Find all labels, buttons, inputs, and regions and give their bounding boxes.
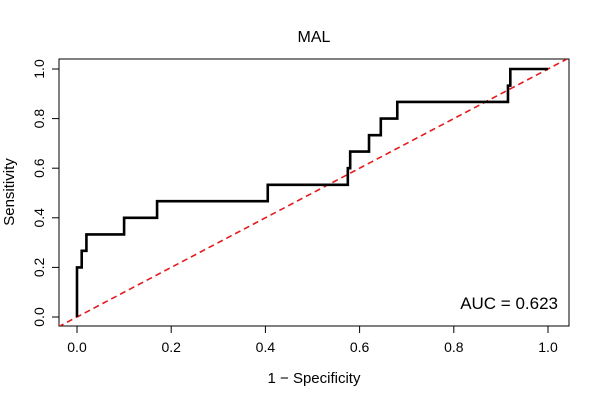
auc-annotation: AUC = 0.623 [460, 294, 558, 313]
y-tick-label: 0.2 [31, 257, 47, 277]
x-tick-label: 1.0 [538, 339, 558, 355]
x-axis-label: 1 − Specificity [268, 370, 361, 387]
chart-title: MAL [298, 29, 331, 46]
y-tick-label: 0.0 [31, 307, 47, 327]
reference-diagonal-line [59, 59, 568, 326]
x-tick-label: 0.6 [350, 339, 370, 355]
roc-curve-line [75, 67, 548, 317]
y-tick-label: 1.0 [31, 59, 47, 79]
x-tick-label: 0.4 [256, 339, 276, 355]
x-tick-label: 0.0 [67, 339, 87, 355]
y-tick-label: 0.4 [31, 208, 47, 228]
x-tick-label: 0.2 [161, 339, 181, 355]
y-tick-label: 0.8 [31, 109, 47, 129]
y-tick-label: 0.6 [31, 158, 47, 178]
y-axis-label: Sensitivity [1, 158, 18, 226]
x-tick-label: 0.8 [444, 339, 464, 355]
